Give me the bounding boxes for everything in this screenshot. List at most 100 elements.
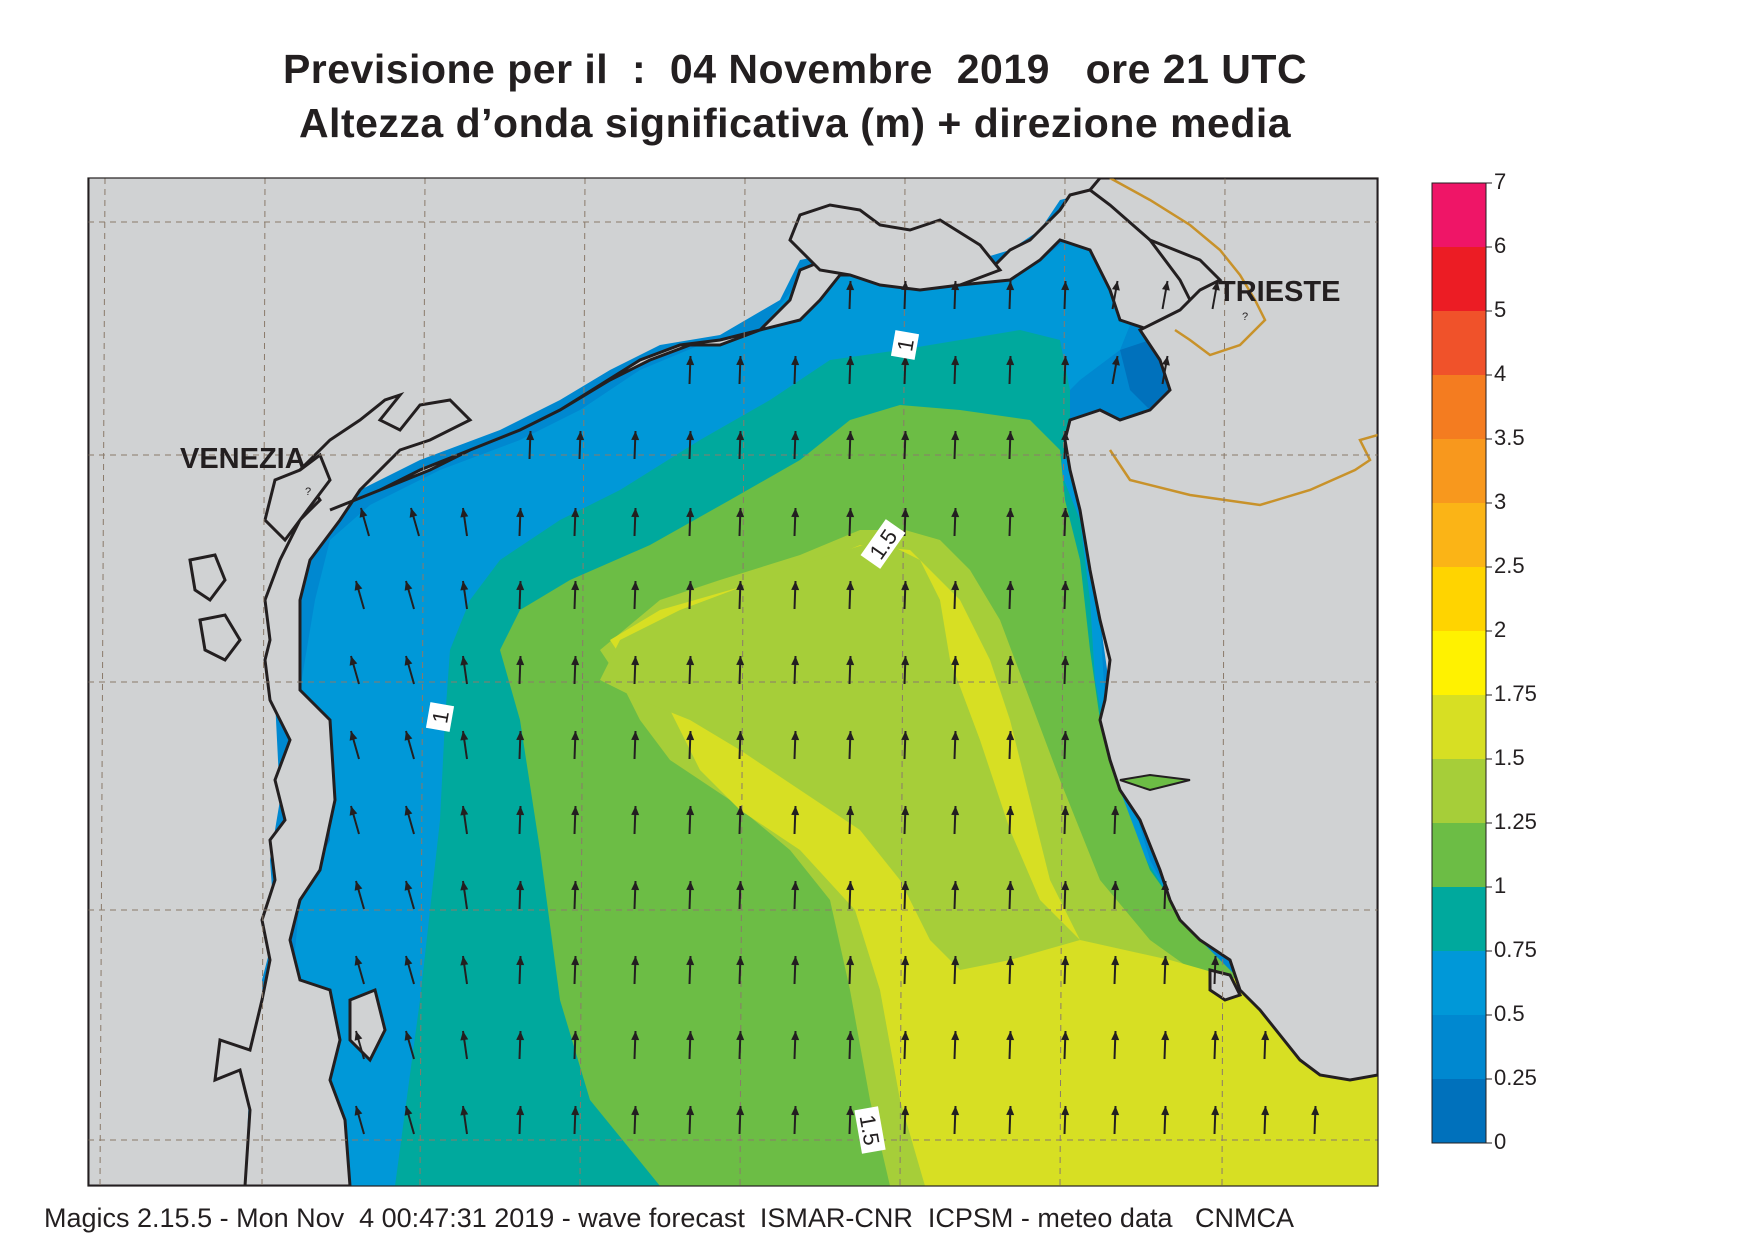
legend-tick-label: 2.5: [1494, 553, 1525, 578]
direction-arrow-head: [404, 656, 413, 666]
legend-tick-label: 0.75: [1494, 937, 1537, 962]
direction-arrow-head: [901, 1031, 910, 1041]
legend-frame: [1431, 182, 1487, 1144]
graticule: [88, 178, 1378, 1186]
direction-arrow-head: [686, 581, 695, 591]
direction-arrow-head: [1061, 1031, 1070, 1041]
legend-swatch: [1432, 951, 1486, 1015]
direction-arrow-head: [686, 656, 695, 666]
direction-arrow-head: [404, 956, 413, 966]
legend-tick-label: 6: [1494, 233, 1506, 258]
legend-tick-label: 3: [1494, 489, 1506, 514]
direction-arrow-head: [951, 806, 960, 816]
direction-arrow-head: [1261, 1031, 1270, 1041]
direction-arrow-head: [631, 806, 640, 816]
direction-arrow-head: [901, 508, 910, 518]
direction-arrow-head: [404, 806, 413, 816]
direction-arrow-head: [901, 806, 910, 816]
direction-arrow-head: [791, 731, 800, 741]
direction-arrow-head: [526, 431, 535, 441]
direction-arrow-head: [1211, 1106, 1220, 1116]
direction-arrow-head: [846, 431, 855, 441]
direction-arrow-head: [349, 656, 358, 666]
direction-arrow-head: [1061, 956, 1070, 966]
direction-arrow-head: [846, 806, 855, 816]
direction-arrow-head: [359, 508, 368, 518]
direction-arrow-head: [354, 881, 363, 891]
direction-arrow-head: [846, 356, 855, 366]
direction-arrow-head: [1111, 806, 1120, 816]
direction-arrow-head: [571, 806, 580, 816]
direction-arrow-head: [901, 881, 910, 891]
footer-credits: Magics 2.15.5 - Mon Nov 4 00:47:31 2019 …: [44, 1203, 1294, 1233]
direction-arrow-head: [846, 656, 855, 666]
direction-arrow-head: [631, 731, 640, 741]
direction-arrow-head: [1111, 881, 1120, 891]
direction-arrow-head: [1006, 1031, 1015, 1041]
legend-swatch: [1432, 567, 1486, 631]
direction-arrow-head: [571, 956, 580, 966]
direction-arrow-head: [1161, 356, 1170, 366]
direction-arrow-head: [354, 581, 363, 591]
direction-arrow-head: [1006, 281, 1015, 291]
title-line-2: Altezza d’onda significativa (m) + direz…: [298, 100, 1292, 146]
direction-arrow-head: [460, 956, 469, 966]
contour-label-1-north: 1: [890, 330, 920, 360]
direction-arrow-head: [516, 656, 525, 666]
direction-arrow-head: [1006, 508, 1015, 518]
direction-arrow-head: [736, 881, 745, 891]
legend-tick-label: 0.25: [1494, 1065, 1537, 1090]
land-istria-islet: [1208, 968, 1243, 1002]
contour-label-1-west: 1: [425, 702, 455, 732]
sea-band-1.5-1.75-center: [600, 540, 1080, 970]
legend-swatch: [1432, 503, 1486, 567]
direction-arrow-head: [516, 1031, 525, 1041]
direction-arrow-head: [1006, 806, 1015, 816]
direction-arrow-head: [686, 1031, 695, 1041]
direction-arrow-head: [846, 581, 855, 591]
direction-arrow-head: [1006, 731, 1015, 741]
legend-tick-label: 1.5: [1494, 745, 1525, 770]
legend-tick-label: 4: [1494, 361, 1506, 386]
direction-arrow-head: [516, 956, 525, 966]
direction-arrow-head: [901, 956, 910, 966]
direction-arrow-head: [354, 1106, 363, 1116]
direction-arrow-head: [951, 956, 960, 966]
direction-arrow-head: [516, 806, 525, 816]
direction-arrow-head: [736, 356, 745, 366]
direction-arrow-head: [516, 881, 525, 891]
direction-arrow-head: [901, 731, 910, 741]
direction-arrow-head: [460, 1031, 469, 1041]
direction-arrow-head: [1061, 581, 1070, 591]
legend-tick-label: 2: [1494, 617, 1506, 642]
direction-arrow-head: [1161, 281, 1170, 291]
direction-arrow-head: [901, 431, 910, 441]
direction-arrow-head: [1006, 431, 1015, 441]
direction-arrow-head: [631, 956, 640, 966]
direction-arrow-head: [1111, 356, 1120, 366]
svg-text:1: 1: [427, 709, 454, 725]
direction-arrow-head: [1211, 956, 1220, 966]
direction-arrow-head: [736, 581, 745, 591]
direction-arrow-head: [736, 806, 745, 816]
direction-arrow-head: [631, 881, 640, 891]
legend-tick-label: 7: [1494, 169, 1506, 194]
direction-arrow-head: [571, 1031, 580, 1041]
direction-arrow-head: [460, 881, 469, 891]
direction-arrow-head: [404, 731, 413, 741]
direction-arrow-head: [736, 1031, 745, 1041]
svg-text:1: 1: [892, 337, 919, 353]
direction-arrow-head: [791, 431, 800, 441]
direction-arrow-head: [846, 956, 855, 966]
direction-arrow-head: [1006, 656, 1015, 666]
direction-arrow-head: [951, 431, 960, 441]
direction-arrow-head: [791, 581, 800, 591]
legend-tick-label: 1.25: [1494, 809, 1537, 834]
direction-arrow-head: [631, 656, 640, 666]
direction-arrow-head: [631, 431, 640, 441]
direction-arrow-head: [951, 881, 960, 891]
legend-tick-label: 3.5: [1494, 425, 1525, 450]
direction-arrow-head: [901, 656, 910, 666]
direction-arrow-head: [951, 731, 960, 741]
direction-arrow-head: [846, 881, 855, 891]
